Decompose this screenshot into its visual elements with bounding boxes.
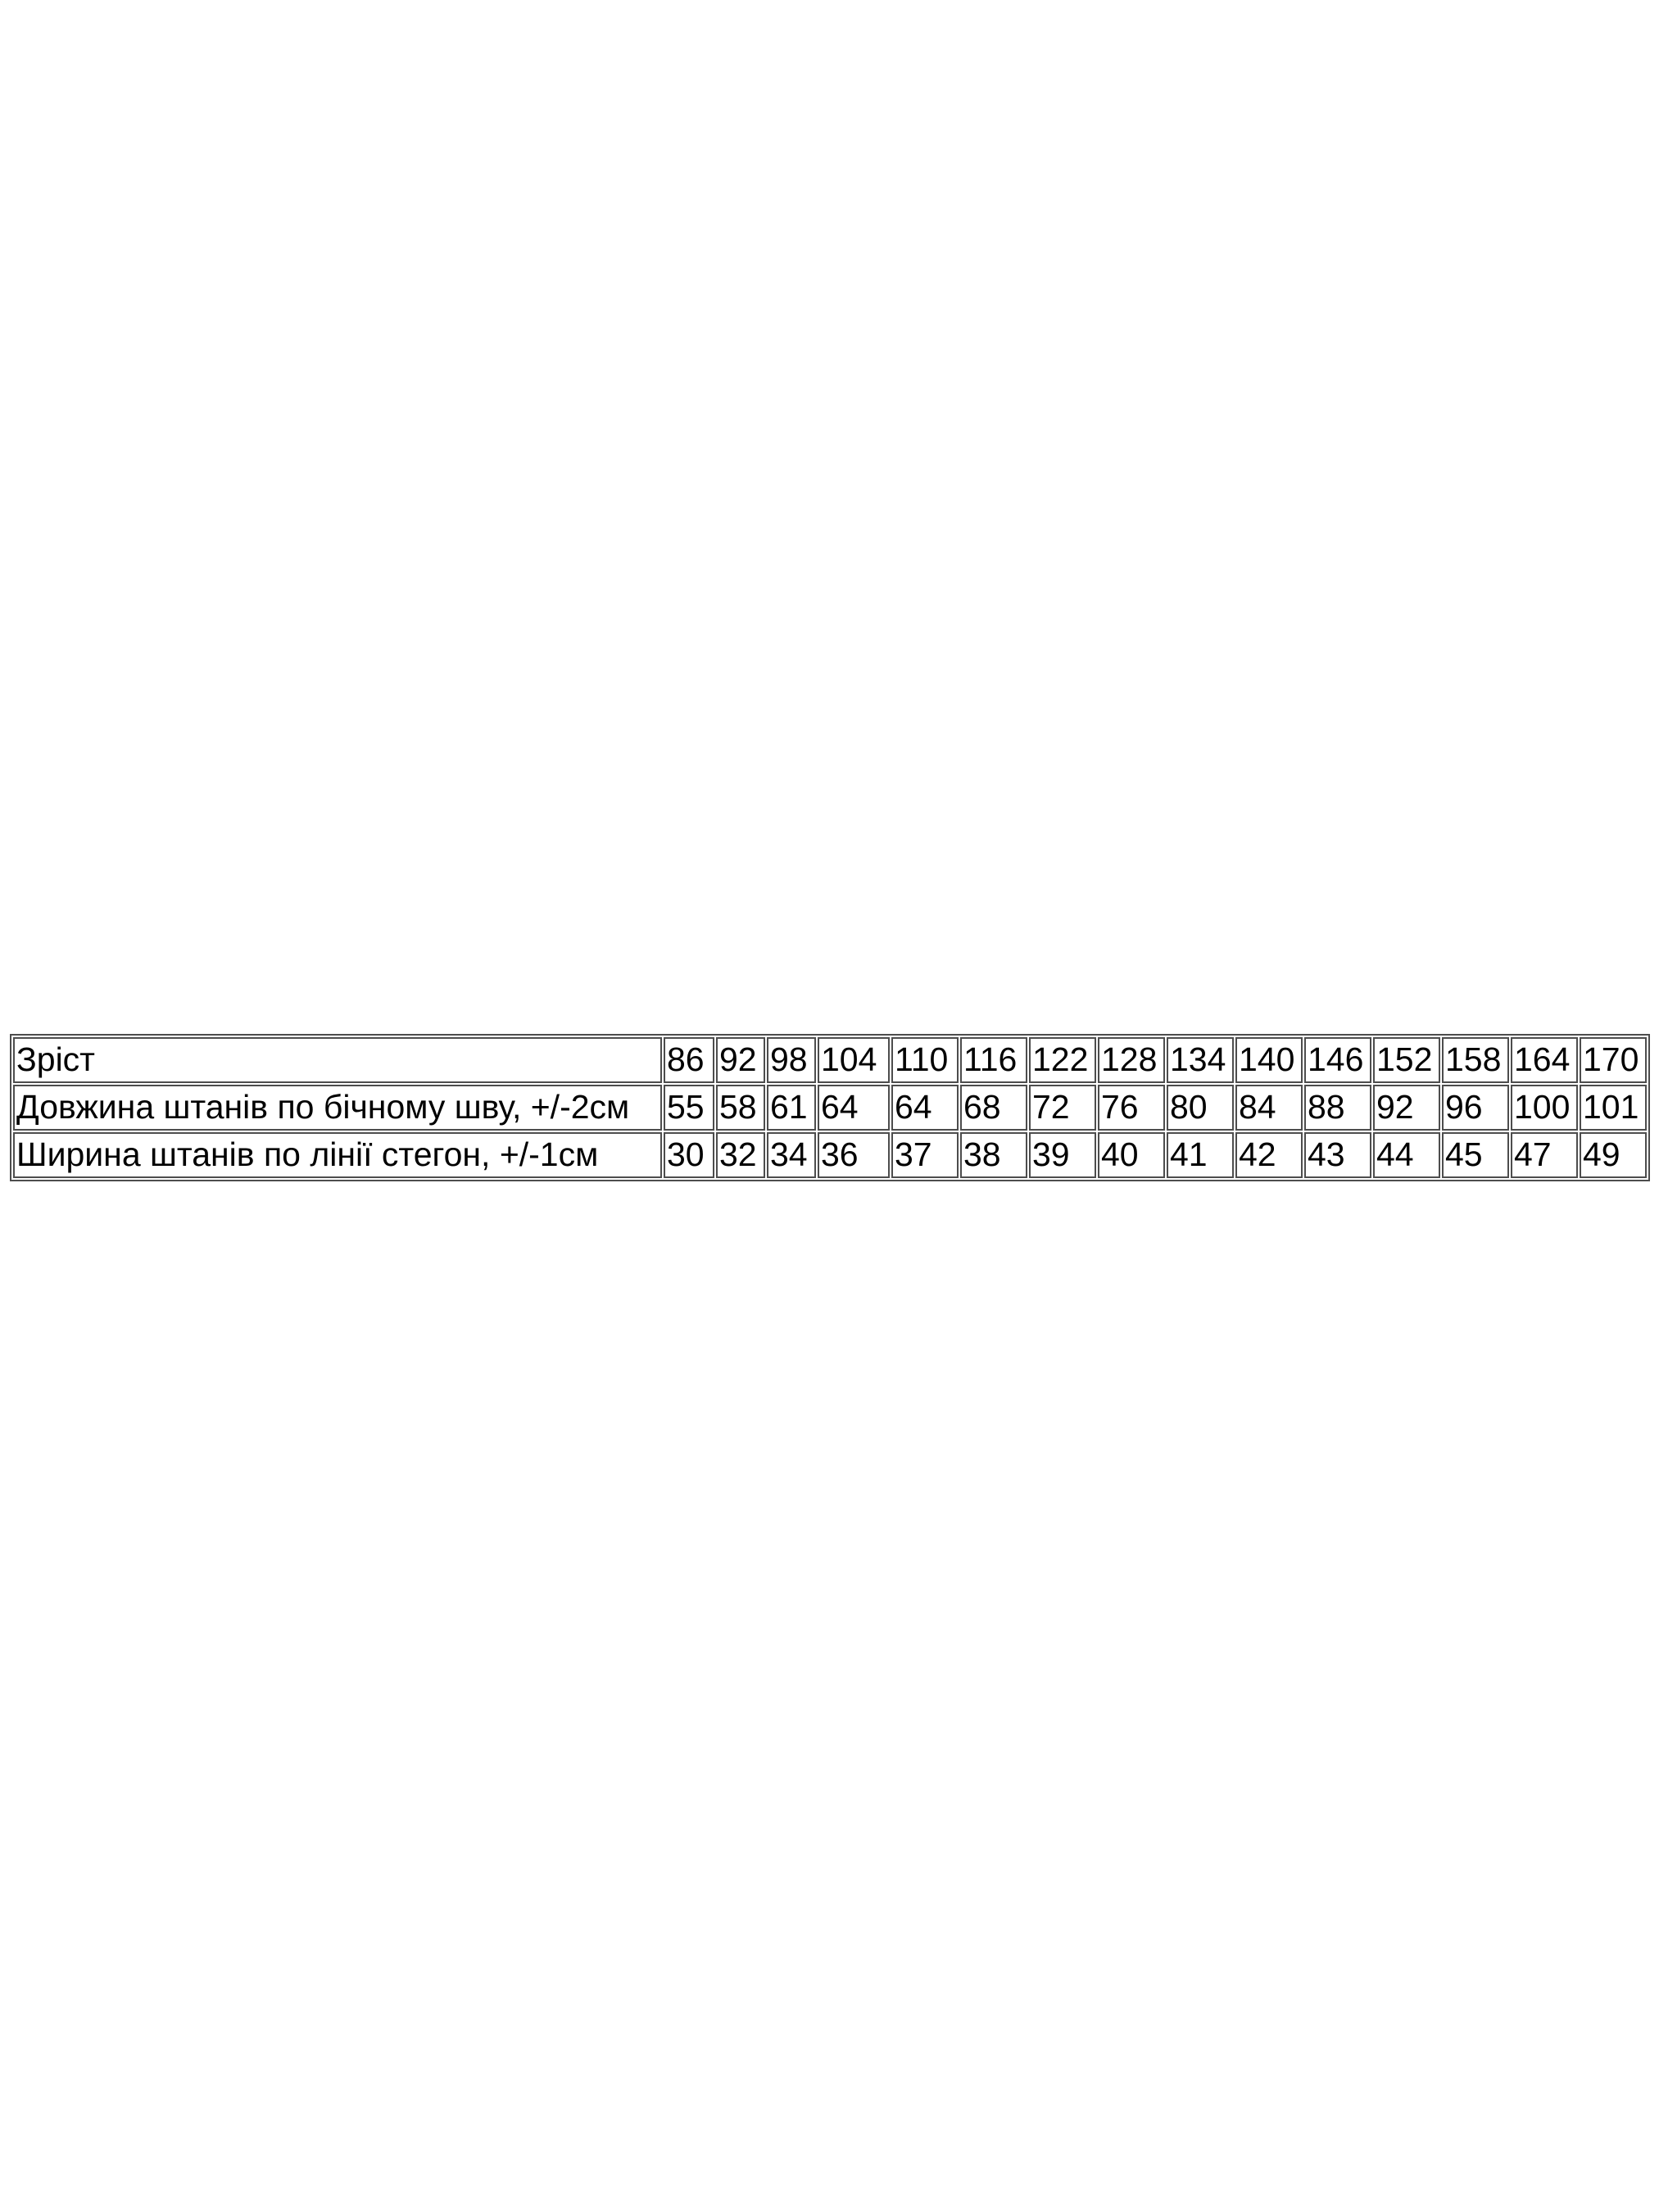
table-cell: 104: [818, 1037, 890, 1083]
row-label-cell: Зріст: [13, 1037, 662, 1083]
size-chart-table: Зріст 86 92 98 104 110 116 122 128 134 1…: [10, 1034, 1650, 1181]
table-cell: 140: [1235, 1037, 1303, 1083]
table-cell: 128: [1098, 1037, 1165, 1083]
table-cell: 32: [716, 1132, 765, 1178]
table-cell: 34: [767, 1132, 816, 1178]
table-cell: 84: [1235, 1085, 1303, 1131]
table-cell: 146: [1304, 1037, 1371, 1083]
table-cell: 100: [1511, 1085, 1578, 1131]
table-cell: 38: [960, 1132, 1027, 1178]
table-cell: 61: [767, 1085, 816, 1131]
table-cell: 98: [767, 1037, 816, 1083]
row-label-cell: Довжина штанів по бічному шву, +/-2см: [13, 1085, 662, 1131]
table-cell: 55: [664, 1085, 714, 1131]
table-cell: 45: [1442, 1132, 1509, 1178]
table-cell: 101: [1580, 1085, 1647, 1131]
table-cell: 30: [664, 1132, 714, 1178]
table-cell: 158: [1442, 1037, 1509, 1083]
table-cell: 72: [1029, 1085, 1096, 1131]
table-cell: 58: [716, 1085, 765, 1131]
table-cell: 37: [891, 1132, 959, 1178]
table-cell: 44: [1373, 1132, 1440, 1178]
table-row-length: Довжина штанів по бічному шву, +/-2см 55…: [13, 1085, 1647, 1131]
table-cell: 64: [891, 1085, 959, 1131]
table-cell: 170: [1580, 1037, 1647, 1083]
table-cell: 40: [1098, 1132, 1165, 1178]
table-cell: 41: [1167, 1132, 1234, 1178]
table-cell: 47: [1511, 1132, 1578, 1178]
table-row-height: Зріст 86 92 98 104 110 116 122 128 134 1…: [13, 1037, 1647, 1083]
table-cell: 122: [1029, 1037, 1096, 1083]
table-cell: 68: [960, 1085, 1027, 1131]
table-cell: 43: [1304, 1132, 1371, 1178]
table-cell: 92: [1373, 1085, 1440, 1131]
table-cell: 49: [1580, 1132, 1647, 1178]
table-cell: 36: [818, 1132, 890, 1178]
table-cell: 39: [1029, 1132, 1096, 1178]
table-cell: 88: [1304, 1085, 1371, 1131]
row-label-cell: Ширина штанів по лінії стегон, +/-1см: [13, 1132, 662, 1178]
table-cell: 92: [716, 1037, 765, 1083]
table-cell: 152: [1373, 1037, 1440, 1083]
table-row-width: Ширина штанів по лінії стегон, +/-1см 30…: [13, 1132, 1647, 1178]
table-cell: 42: [1235, 1132, 1303, 1178]
table-cell: 80: [1167, 1085, 1234, 1131]
table-cell: 76: [1098, 1085, 1165, 1131]
table-cell: 64: [818, 1085, 890, 1131]
table-cell: 116: [960, 1037, 1027, 1083]
table-cell: 164: [1511, 1037, 1578, 1083]
table-cell: 86: [664, 1037, 714, 1083]
table-cell: 110: [891, 1037, 959, 1083]
table-cell: 96: [1442, 1085, 1509, 1131]
table-cell: 134: [1167, 1037, 1234, 1083]
